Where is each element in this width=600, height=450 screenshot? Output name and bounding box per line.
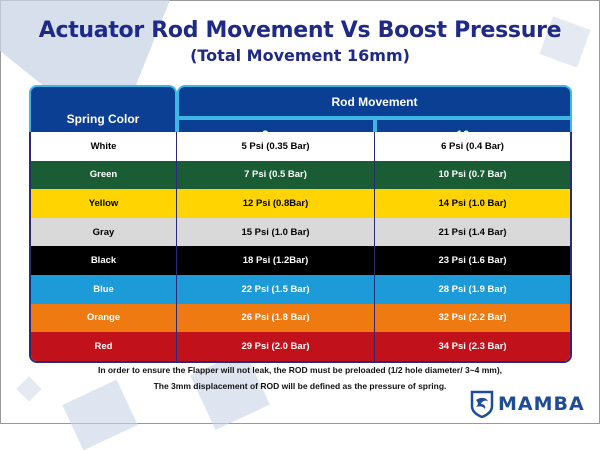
- pressure-10mm-cell: 6 Psi (0.4 Bar): [441, 140, 504, 152]
- pressure-10mm-cell: 21 Psi (1.4 Bar): [438, 226, 507, 238]
- pressure-10mm-cell: 28 Psi (1.9 Bar): [438, 283, 507, 295]
- header-rod-movement: Rod Movement: [177, 85, 572, 118]
- note-line-2: The 3mm displacement of ROD will be defi…: [153, 381, 447, 391]
- logo-text: MAMBA: [498, 393, 585, 415]
- table-body: White 5 Psi (0.35 Bar) 6 Psi (0.4 Bar) Gree…: [29, 132, 572, 363]
- note-line-1: In order to ensure the Flapper will not …: [97, 365, 503, 375]
- pressure-10mm-cell: 10 Psi (0.7 Bar): [438, 169, 507, 181]
- spring-color-cell: Blue: [31, 274, 177, 304]
- shield-icon: [470, 390, 494, 418]
- table-row: White 5 Psi (0.35 Bar) 6 Psi (0.4 Bar): [31, 132, 570, 161]
- table-row: Red 29 Psi (2.0 Bar) 34 Psi (2.3 Bar): [31, 332, 570, 361]
- pressure-10mm-cell: 23 Psi (1.6 Bar): [438, 255, 507, 267]
- mamba-logo: MAMBA: [470, 390, 585, 418]
- pressure-10mm-cell: 34 Psi (2.3 Bar): [438, 340, 507, 352]
- spring-color-cell: Gray: [31, 217, 177, 247]
- page-title: Actuator Rod Movement Vs Boost Pressure: [38, 18, 562, 43]
- pressure-3mm-cell: 7 Psi (0.5 Bar): [177, 160, 375, 190]
- pressure-10mm-cell: 14 Psi (1.0 Bar): [438, 197, 507, 209]
- spring-color-cell: Green: [31, 160, 177, 190]
- table-row: Yellow 12 Psi (0.8Bar) 14 Psi (1.0 Bar): [31, 189, 570, 218]
- pressure-3mm-cell: 22 Psi (1.5 Bar): [177, 274, 375, 304]
- spring-color-cell: White: [31, 132, 177, 161]
- pressure-3mm-cell: 15 Psi (1.0 Bar): [177, 217, 375, 247]
- table-row: Green 7 Psi (0.5 Bar) 10 Psi (0.7 Bar): [31, 160, 570, 190]
- pressure-3mm-cell: 5 Psi (0.35 Bar): [177, 132, 375, 161]
- spring-color-cell: Red: [31, 332, 177, 361]
- pressure-3mm-cell: 29 Psi (2.0 Bar): [177, 332, 375, 361]
- table-row: Orange 26 Psi (1.8 Bar) 32 Psi (2.2 Bar): [31, 303, 570, 333]
- spring-color-cell: Black: [31, 246, 177, 275]
- table-row: Blue 22 Psi (1.5 Bar) 28 Psi (1.9 Bar): [31, 274, 570, 304]
- table-row: Black 18 Psi (1.2Bar) 23 Psi (1.6 Bar): [31, 246, 570, 275]
- spring-color-cell: Yellow: [31, 189, 177, 218]
- page-subtitle: (Total Movement 16mm): [190, 46, 410, 65]
- pressure-3mm-cell: 18 Psi (1.2Bar): [177, 246, 375, 275]
- pressure-3mm-cell: 26 Psi (1.8 Bar): [177, 303, 375, 333]
- spring-color-cell: Orange: [31, 303, 177, 333]
- pressure-3mm-cell: 12 Psi (0.8Bar): [177, 189, 375, 218]
- pressure-10mm-cell: 32 Psi (2.2 Bar): [438, 312, 507, 324]
- table-row: Gray 15 Psi (1.0 Bar) 21 Psi (1.4 Bar): [31, 217, 570, 247]
